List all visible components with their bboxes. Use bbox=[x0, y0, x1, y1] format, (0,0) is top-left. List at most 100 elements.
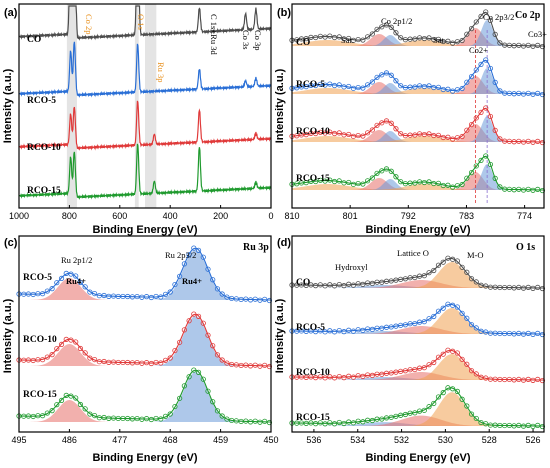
data-point-rco5 bbox=[294, 85, 300, 91]
data-point-rco15 bbox=[243, 418, 249, 424]
panel-a-anno-c1s-ru3d: C 1s+Ru 3d bbox=[209, 14, 219, 55]
data-point-rco15 bbox=[317, 177, 323, 183]
data-point-co bbox=[350, 37, 357, 43]
data-point-rco5 bbox=[172, 281, 178, 288]
data-point-co bbox=[294, 37, 300, 43]
data-point-co bbox=[393, 277, 399, 283]
data-point-co bbox=[478, 13, 484, 20]
data-point-rco15 bbox=[262, 418, 268, 424]
data-point-rco10 bbox=[525, 376, 531, 382]
data-point-rco5 bbox=[516, 90, 522, 96]
data-point-co bbox=[398, 35, 404, 41]
panel-d-label: (d) bbox=[277, 237, 291, 249]
fitted-peak bbox=[292, 68, 544, 94]
data-point-co bbox=[464, 31, 470, 37]
data-point-rco10 bbox=[539, 139, 546, 146]
data-point-rco5 bbox=[360, 85, 366, 91]
data-point-co bbox=[535, 42, 541, 48]
data-point-rco5 bbox=[398, 83, 404, 89]
data-point-rco5 bbox=[341, 329, 347, 335]
data-point-co bbox=[421, 35, 427, 42]
data-point-rco15 bbox=[402, 411, 408, 418]
data-point-rco5 bbox=[478, 61, 484, 68]
data-point-rco5 bbox=[412, 84, 418, 90]
data-point-rco5 bbox=[539, 331, 546, 338]
data-point-rco15 bbox=[58, 397, 65, 404]
x-tick-label: 0 bbox=[268, 211, 273, 221]
fitted-peak bbox=[19, 372, 271, 422]
data-point-rco5 bbox=[162, 291, 169, 297]
data-point-rco5 bbox=[101, 292, 107, 299]
data-point-rco5 bbox=[539, 91, 546, 98]
fitted-peak bbox=[292, 331, 544, 334]
panel-a-anno-co3s: Co 3s bbox=[241, 30, 251, 50]
data-point-rco10 bbox=[327, 374, 333, 380]
data-point-rco10 bbox=[177, 339, 183, 345]
data-point-rco10 bbox=[468, 368, 475, 374]
data-point-rco15 bbox=[303, 180, 309, 186]
data-point-rco5 bbox=[336, 327, 342, 334]
data-point-rco5 bbox=[30, 291, 36, 298]
data-point-rco15 bbox=[530, 423, 536, 429]
fitted-peak bbox=[292, 422, 544, 426]
data-point-rco5 bbox=[464, 315, 470, 321]
data-point-rco15 bbox=[435, 394, 442, 400]
data-point-rco5 bbox=[388, 324, 394, 330]
data-point-rco5 bbox=[257, 297, 263, 303]
data-point-rco10 bbox=[402, 368, 408, 374]
data-point-rco5 bbox=[412, 320, 418, 327]
panel-c-x-ticks: 495 486 477 468 459 450 bbox=[11, 429, 279, 445]
data-point-rco5 bbox=[426, 83, 432, 89]
data-point-rco5 bbox=[421, 319, 427, 325]
data-point-rco15 bbox=[172, 403, 178, 410]
data-point-rco5 bbox=[473, 67, 479, 73]
data-point-rco5 bbox=[364, 82, 371, 88]
panel-c-fitted-peaks bbox=[19, 250, 271, 422]
data-point-rco15 bbox=[393, 413, 399, 419]
data-point-co bbox=[516, 284, 522, 291]
data-point-rco5 bbox=[214, 286, 221, 292]
data-point-rco5 bbox=[158, 294, 164, 300]
data-point-rco10 bbox=[40, 357, 46, 363]
data-point-rco5 bbox=[535, 90, 541, 96]
data-point-rco15 bbox=[483, 153, 489, 159]
data-point-rco15 bbox=[454, 183, 460, 189]
data-point-co bbox=[497, 40, 503, 46]
data-point-co bbox=[346, 281, 352, 287]
data-point-rco15 bbox=[257, 419, 263, 425]
data-point-rco15 bbox=[369, 175, 375, 181]
data-point-rco10 bbox=[317, 129, 323, 135]
data-point-rco10 bbox=[369, 372, 375, 378]
data-point-rco15 bbox=[322, 178, 328, 184]
data-point-rco5 bbox=[435, 308, 442, 314]
data-point-rco10 bbox=[158, 360, 164, 366]
data-point-rco10 bbox=[492, 127, 498, 133]
data-point-rco15 bbox=[49, 408, 55, 414]
data-point-rco5 bbox=[54, 280, 60, 286]
panel-c-anno-ru4plus-a: Ru4+ bbox=[66, 276, 86, 286]
panel-a-x-axis-label: Binding Energy (eV) bbox=[92, 224, 197, 236]
data-point-rco15 bbox=[435, 180, 442, 186]
data-point-rco5 bbox=[210, 277, 216, 283]
fitted-peak bbox=[19, 278, 271, 300]
panel-d-x-axis-label: Binding Energy (eV) bbox=[365, 452, 470, 464]
data-point-rco5 bbox=[87, 289, 93, 295]
data-point-rco5 bbox=[360, 327, 366, 333]
data-point-rco5 bbox=[303, 84, 309, 90]
data-point-rco10 bbox=[322, 375, 328, 381]
data-point-rco15 bbox=[431, 400, 437, 407]
panel-b-anno-co2plus: Co2+ bbox=[469, 45, 488, 55]
data-point-rco15 bbox=[158, 416, 164, 422]
data-point-rco5 bbox=[143, 294, 150, 300]
data-point-co bbox=[379, 24, 385, 30]
data-point-rco10 bbox=[421, 131, 427, 138]
panel-d-anno-m-o: M-O bbox=[467, 250, 484, 260]
data-point-rco10 bbox=[535, 138, 541, 144]
data-point-rco10 bbox=[322, 130, 328, 136]
x-tick-label: 534 bbox=[350, 435, 365, 445]
data-point-co bbox=[473, 19, 479, 25]
data-point-rco10 bbox=[497, 136, 503, 142]
data-point-rco10 bbox=[431, 359, 437, 366]
fitted-peak bbox=[19, 344, 271, 366]
